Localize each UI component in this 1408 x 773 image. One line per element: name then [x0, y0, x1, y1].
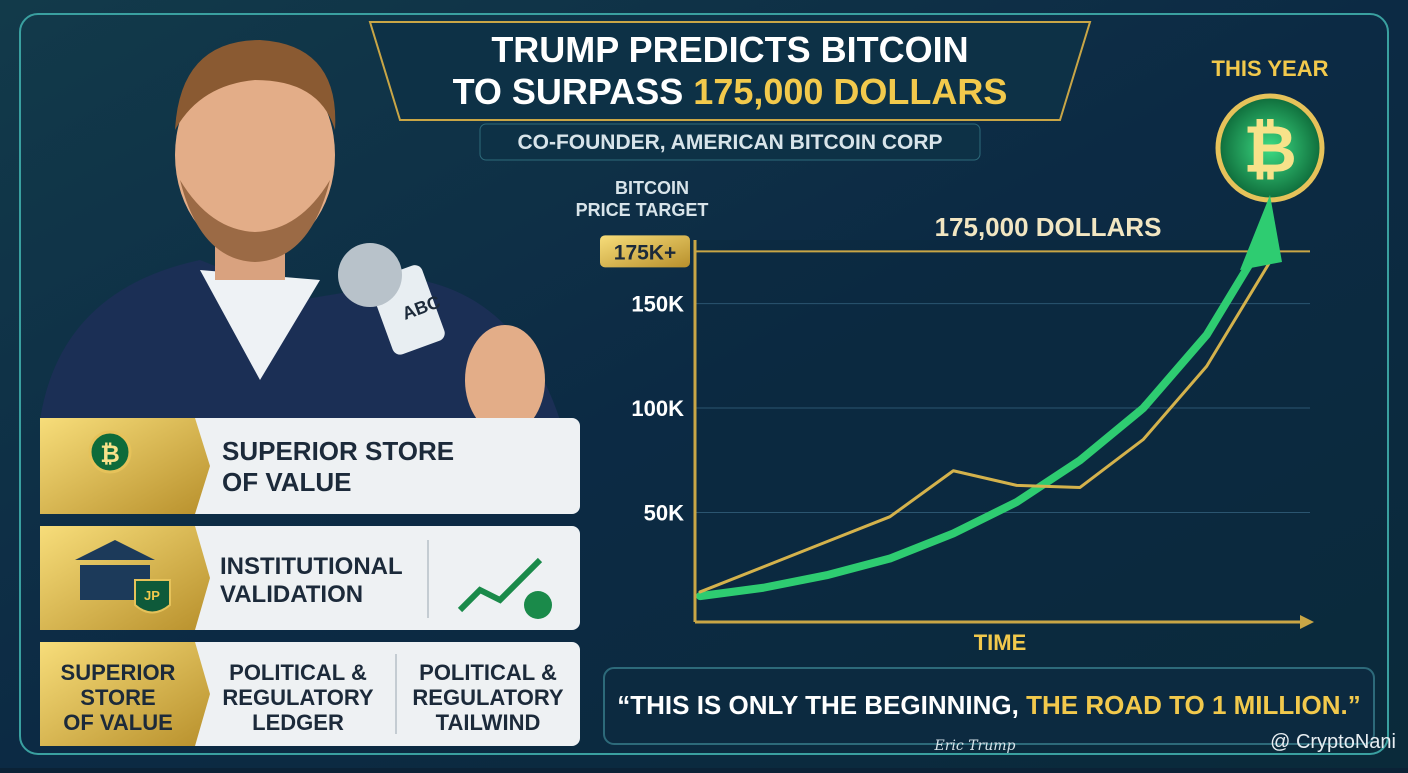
target-label: 175,000 DOLLARS	[935, 212, 1162, 242]
panel-text: VALIDATION	[220, 581, 363, 608]
series-line	[696, 226, 1274, 601]
quote-box	[603, 667, 1375, 745]
panel-text: TAILWIND	[436, 710, 541, 735]
subtitle-box	[479, 123, 981, 161]
target-tick-box	[600, 235, 690, 268]
bitcoin-symbol: ₿	[1243, 112, 1297, 186]
signature: Eric Trump	[934, 738, 1016, 754]
panel-text: LEDGER	[252, 710, 344, 735]
quote-text: “THIS IS ONLY THE BEGINNING,	[617, 690, 1026, 720]
panel: JP INSTITUTIONAL VALIDATION	[40, 526, 580, 630]
y-tick-label: 150K	[631, 292, 684, 317]
series-line	[698, 260, 1272, 594]
subtitle: CO-FOUNDER, AMERICAN BITCOIN CORP	[517, 131, 942, 154]
quote-highlight: THE ROAD TO 1 MILLION.”	[1026, 690, 1361, 720]
person-illustration: ABC	[40, 40, 560, 435]
plot-area	[695, 240, 1310, 622]
title: TO SURPASS 175,000 DOLLARS	[453, 71, 1008, 112]
trend-arrowhead	[1240, 195, 1282, 270]
panel-text: SUPERIOR STORE	[222, 436, 454, 466]
panel: ₿ SUPERIOR STORE OF VALUE	[40, 418, 580, 514]
y-axis-title: PRICE TARGET	[576, 200, 709, 220]
panel-text: OF VALUE	[63, 710, 173, 735]
jp-badge: JP	[144, 588, 160, 603]
watermark: @ CryptoNani	[1270, 731, 1396, 753]
panel-text: SUPERIOR	[61, 660, 176, 685]
frame	[19, 13, 1389, 755]
x-axis-arrow	[1300, 615, 1314, 629]
badge-label: THIS YEAR	[1212, 56, 1329, 81]
panel-text: POLITICAL &	[419, 660, 557, 685]
panel-text: INSTITUTIONAL	[220, 553, 403, 580]
quote: “THIS IS ONLY THE BEGINNING, THE ROAD TO…	[617, 690, 1360, 720]
y-tick-label: 175K+	[614, 241, 676, 264]
x-axis-title: TIME	[974, 630, 1027, 655]
svg-text:₿: ₿	[100, 441, 120, 468]
title-part: TO SURPASS	[453, 71, 694, 112]
y-axis-title: BITCOIN	[615, 178, 689, 198]
title-banner	[368, 21, 1092, 121]
y-tick-label: 50K	[644, 501, 684, 526]
panel-text: POLITICAL &	[229, 660, 367, 685]
title: TRUMP PREDICTS BITCOIN	[491, 29, 968, 70]
panel-text: STORE	[80, 685, 155, 710]
title-highlight: 175,000 DOLLARS	[693, 71, 1007, 112]
panel-text: REGULATORY	[222, 685, 373, 710]
panel-text: REGULATORY	[412, 685, 563, 710]
panel-text: OF VALUE	[222, 467, 352, 497]
y-tick-label: 100K	[631, 396, 684, 421]
chart: 50K 100K 150K 175K+	[600, 226, 1310, 601]
